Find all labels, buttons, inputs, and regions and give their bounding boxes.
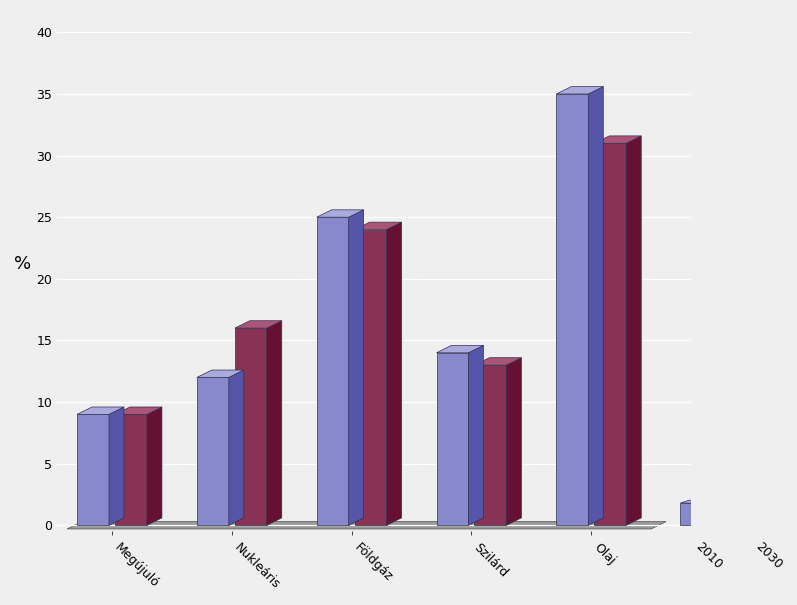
Polygon shape: [229, 370, 244, 525]
Bar: [115, 414, 147, 525]
Text: 2010: 2010: [693, 540, 724, 572]
Polygon shape: [706, 500, 715, 525]
Polygon shape: [115, 407, 162, 414]
Polygon shape: [474, 358, 521, 365]
Polygon shape: [387, 222, 402, 525]
Bar: [355, 229, 387, 525]
Polygon shape: [355, 222, 402, 229]
Polygon shape: [348, 210, 363, 525]
Bar: [681, 503, 706, 525]
Polygon shape: [740, 500, 775, 503]
Bar: [437, 353, 469, 525]
Bar: [556, 94, 588, 525]
Y-axis label: %: %: [14, 255, 31, 273]
Polygon shape: [588, 87, 603, 525]
Polygon shape: [316, 210, 363, 217]
Polygon shape: [626, 136, 642, 525]
Polygon shape: [77, 407, 124, 414]
Polygon shape: [147, 407, 162, 525]
Bar: [77, 414, 109, 525]
Polygon shape: [67, 522, 666, 529]
Polygon shape: [595, 136, 642, 143]
Polygon shape: [437, 345, 484, 353]
Bar: [235, 328, 267, 525]
Bar: [740, 503, 766, 525]
Bar: [197, 378, 229, 525]
Bar: [474, 365, 506, 525]
Polygon shape: [235, 321, 282, 328]
Polygon shape: [506, 358, 521, 525]
Polygon shape: [267, 321, 282, 525]
Bar: [595, 143, 626, 525]
Polygon shape: [556, 87, 603, 94]
Text: 2030: 2030: [753, 540, 785, 572]
Polygon shape: [197, 370, 244, 378]
Bar: [316, 217, 348, 525]
Polygon shape: [681, 500, 715, 503]
Polygon shape: [469, 345, 484, 525]
Polygon shape: [766, 500, 775, 525]
Polygon shape: [109, 407, 124, 525]
